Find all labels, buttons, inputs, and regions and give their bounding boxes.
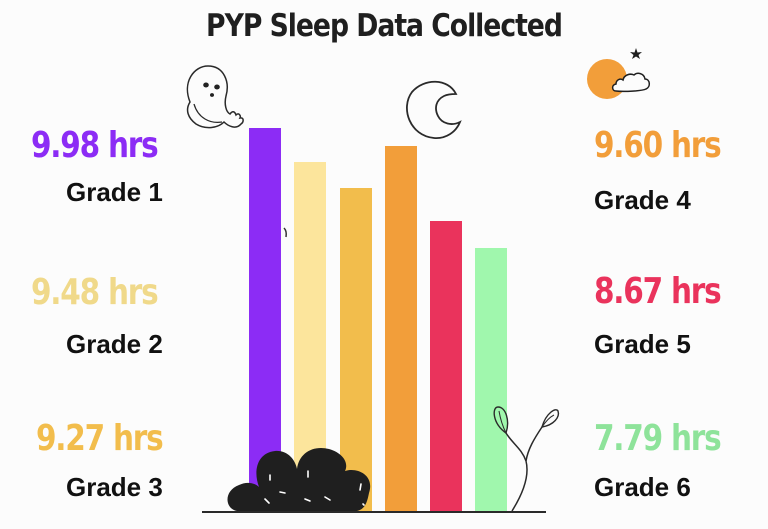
stat-value: 9.27 hrs (36, 418, 164, 459)
stat-value: 9.98 hrs (31, 125, 159, 166)
ghost-icon (186, 65, 244, 129)
stat-grade-label: Grade 3 (66, 472, 163, 502)
sprout-icon (493, 406, 560, 512)
stat-grade-label: Grade 6 (594, 472, 691, 502)
bush-icon (227, 447, 371, 511)
stat-grade-label: Grade 1 (66, 177, 163, 207)
stat-grade-label: Grade 2 (66, 329, 163, 359)
bar-grade-5 (430, 221, 462, 512)
bar-grade-4 (385, 146, 417, 512)
stat-value: 8.67 hrs (594, 271, 722, 312)
sun-cloud-star-icon (587, 48, 650, 99)
stat-value: 9.60 hrs (594, 125, 722, 166)
bar-grade-6 (475, 248, 507, 512)
bar-grade-3 (340, 188, 372, 512)
stat-value: 7.79 hrs (594, 418, 722, 459)
bar-grade-1 (249, 128, 281, 512)
crescent-moon-icon (406, 80, 462, 139)
chart-title: PYP Sleep Data Collected (206, 8, 563, 44)
stat-value: 9.48 hrs (31, 272, 159, 313)
chart-baseline (202, 511, 546, 513)
small-stroke-mark-icon (283, 227, 287, 238)
stat-grade-label: Grade 4 (594, 185, 691, 215)
stat-grade-label: Grade 5 (594, 329, 691, 359)
